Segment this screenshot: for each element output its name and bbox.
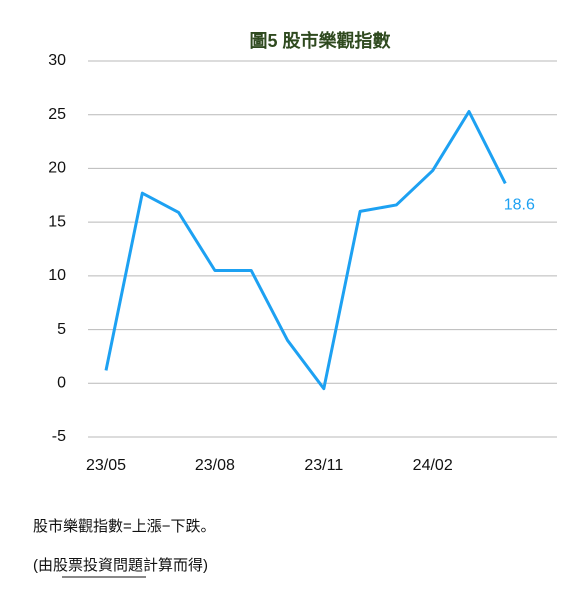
x-tick-label: 23/05 xyxy=(86,457,126,474)
y-tick-label: -5 xyxy=(52,428,66,445)
x-tick-label: 23/11 xyxy=(304,457,343,474)
chart-title: 圖5 股市樂觀指數 xyxy=(249,30,390,51)
y-tick-label: 25 xyxy=(48,106,66,123)
y-tick-label: 15 xyxy=(48,213,66,230)
x-tick-label: 24/02 xyxy=(413,457,453,474)
y-tick-label: 20 xyxy=(48,160,66,177)
note: 股市樂觀指數=上漲−下跌。 xyxy=(33,518,216,535)
note: (由股票投資問題計算而得) xyxy=(33,556,208,574)
data-label: 18.6 xyxy=(504,197,535,214)
y-tick-label: 30 xyxy=(48,52,66,69)
y-tick-label: 0 xyxy=(57,375,66,392)
y-tick-label: 10 xyxy=(48,267,66,284)
x-tick-label: 23/08 xyxy=(195,457,235,474)
line xyxy=(104,109,507,391)
y-tick-label: 5 xyxy=(57,321,66,338)
